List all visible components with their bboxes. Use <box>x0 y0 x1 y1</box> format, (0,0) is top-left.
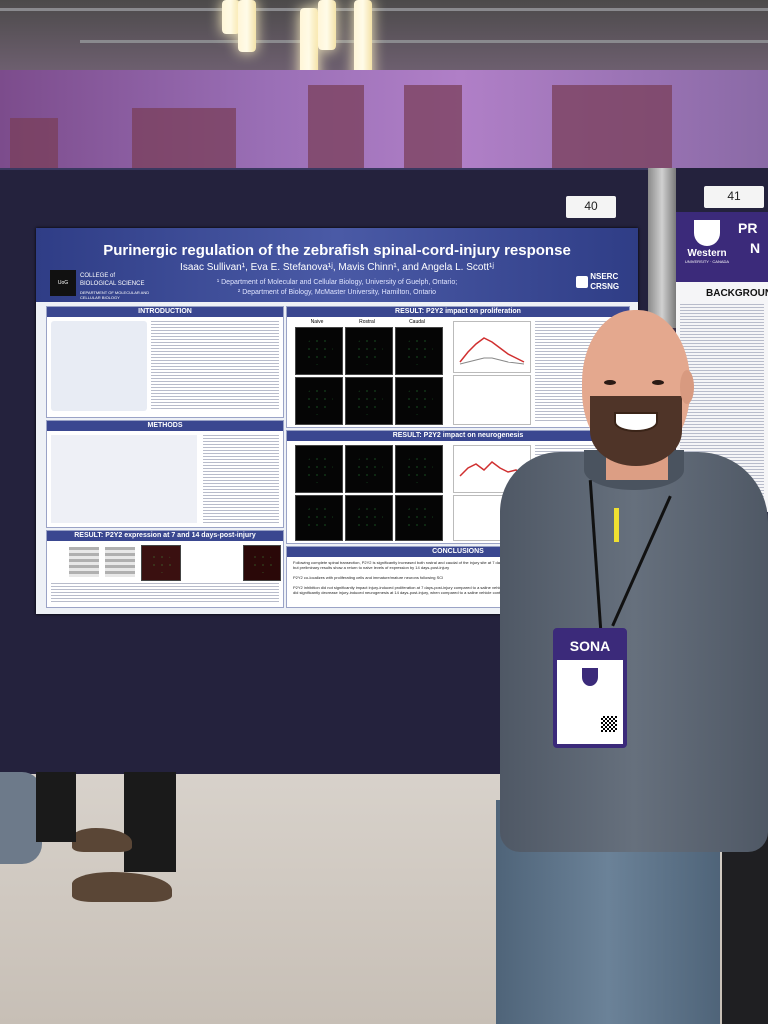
col-label: Caudal <box>409 319 425 325</box>
expression-caption <box>51 583 279 603</box>
western-logo-text: Western <box>687 248 727 259</box>
poster-affiliations: ¹ Department of Molecular and Cellular B… <box>36 278 638 298</box>
pendant-light <box>238 0 256 52</box>
section-heading: RESULT: P2Y2 impact on neurogenesis <box>287 431 629 441</box>
side-poster-title: N <box>750 240 761 256</box>
section-heading: RESULT: P2Y2 expression at 7 and 14 days… <box>47 531 283 541</box>
proliferation-micrograph <box>395 377 443 425</box>
neurogenesis-micrograph <box>395 445 443 493</box>
department-name: DEPARTMENT OF MOLECULAR AND CELLULAR BIO… <box>80 290 150 300</box>
person-ear <box>680 370 694 404</box>
proliferation-micrograph <box>295 377 343 425</box>
col-label: Rostral <box>359 319 375 325</box>
conclusion-item: P2Y2 inhibition did not significantly im… <box>293 585 525 595</box>
section-heading: RESULT: P2Y2 impact on proliferation <box>287 307 629 317</box>
section-heading: METHODS <box>47 421 283 431</box>
crest-icon <box>694 220 720 246</box>
conclusion-item: Following complete spinal transection, P… <box>293 560 524 570</box>
badge-crest-icon <box>582 668 598 686</box>
expression-micrograph <box>141 545 181 581</box>
side-poster-title: PR <box>738 220 758 236</box>
methods-section: METHODS <box>46 420 284 528</box>
ceiling-beam <box>0 8 768 11</box>
guelph-logo: UoG COLLEGE of BIOLOGICAL SCIENCE DEPART… <box>50 270 149 300</box>
passerby-shoe <box>72 828 132 852</box>
proliferation-line-plot <box>453 321 531 373</box>
name-badge: SONA <box>553 628 627 748</box>
conclusion-item: P2Y2 co-localizes with proliferating cel… <box>293 575 444 580</box>
methods-figure <box>51 435 197 523</box>
proliferation-dot-plot <box>453 375 531 425</box>
person-eye <box>652 380 664 385</box>
proliferation-micrograph <box>345 327 393 375</box>
intro-text <box>151 321 279 411</box>
board-number-label: 41 <box>704 186 764 208</box>
section-heading: CONCLUSIONS <box>287 547 629 557</box>
poster-title: Purinergic regulation of the zebrafish s… <box>103 242 571 259</box>
neurogenesis-micrograph <box>345 445 393 493</box>
poster-authors: Isaac Sullivan¹, Eva E. Stefanova¹ʲ, Mav… <box>180 262 494 273</box>
proliferation-micrograph <box>395 327 443 375</box>
background-person-legs <box>36 772 76 842</box>
board-pole <box>648 168 676 328</box>
western-blot-figure <box>105 547 135 577</box>
proliferation-micrograph <box>295 327 343 375</box>
guelph-crest-icon: UoG <box>50 270 76 296</box>
badge-qr-icon <box>601 716 617 732</box>
maple-leaf-icon <box>576 276 588 288</box>
affiliation-line: ² Department of Biology, McMaster Univer… <box>237 289 437 296</box>
intro-figure <box>51 321 147 411</box>
expression-section: RESULT: P2Y2 expression at 7 and 14 days… <box>46 530 284 608</box>
wall-panel <box>308 85 364 170</box>
neurogenesis-micrograph <box>295 495 343 541</box>
ceiling <box>0 0 768 70</box>
introduction-section: INTRODUCTION <box>46 306 284 418</box>
board-number-label: 40 <box>566 196 616 218</box>
pendant-light <box>318 0 336 50</box>
section-heading: INTRODUCTION <box>47 307 283 317</box>
person-eye <box>604 380 616 385</box>
western-logo-sub: UNIVERSITY · CANADA <box>684 259 730 264</box>
badge-logo: SONA <box>557 632 623 660</box>
wall-panel <box>404 85 462 170</box>
bag <box>0 772 42 864</box>
methods-text <box>203 435 279 523</box>
western-logo: Western UNIVERSITY · CANADA <box>682 220 732 276</box>
affiliation-line: ¹ Department of Molecular and Cellular B… <box>216 279 458 286</box>
passerby-legs <box>124 772 176 872</box>
side-poster-header: Western UNIVERSITY · CANADA PR N <box>676 212 768 282</box>
proliferation-micrograph <box>345 377 393 425</box>
col-label: Naive <box>310 319 324 325</box>
neurogenesis-micrograph <box>345 495 393 541</box>
college-name: COLLEGE of BIOLOGICAL SCIENCE <box>80 273 145 287</box>
nserc-logo: NSERC CRSNG <box>576 272 632 300</box>
western-blot-figure <box>69 547 99 577</box>
wall-panel <box>10 118 58 168</box>
poster-header: Purinergic regulation of the zebrafish s… <box>36 228 638 302</box>
nserc-text: NSERC CRSNG <box>590 272 620 291</box>
wall-panel <box>552 85 672 170</box>
ceiling-beam <box>80 40 768 43</box>
person-mouth <box>614 412 658 432</box>
side-poster-section: BACKGROUN <box>706 288 768 299</box>
neurogenesis-micrograph <box>395 495 443 541</box>
pen <box>614 508 619 542</box>
passerby-shoe <box>72 872 172 902</box>
proliferation-section: RESULT: P2Y2 impact on proliferation Nai… <box>286 306 630 428</box>
wall-panel <box>132 108 236 168</box>
neurogenesis-micrograph <box>295 445 343 493</box>
pendant-light <box>222 0 240 34</box>
person-polo-shirt <box>500 452 768 852</box>
expression-micrograph <box>243 545 281 581</box>
